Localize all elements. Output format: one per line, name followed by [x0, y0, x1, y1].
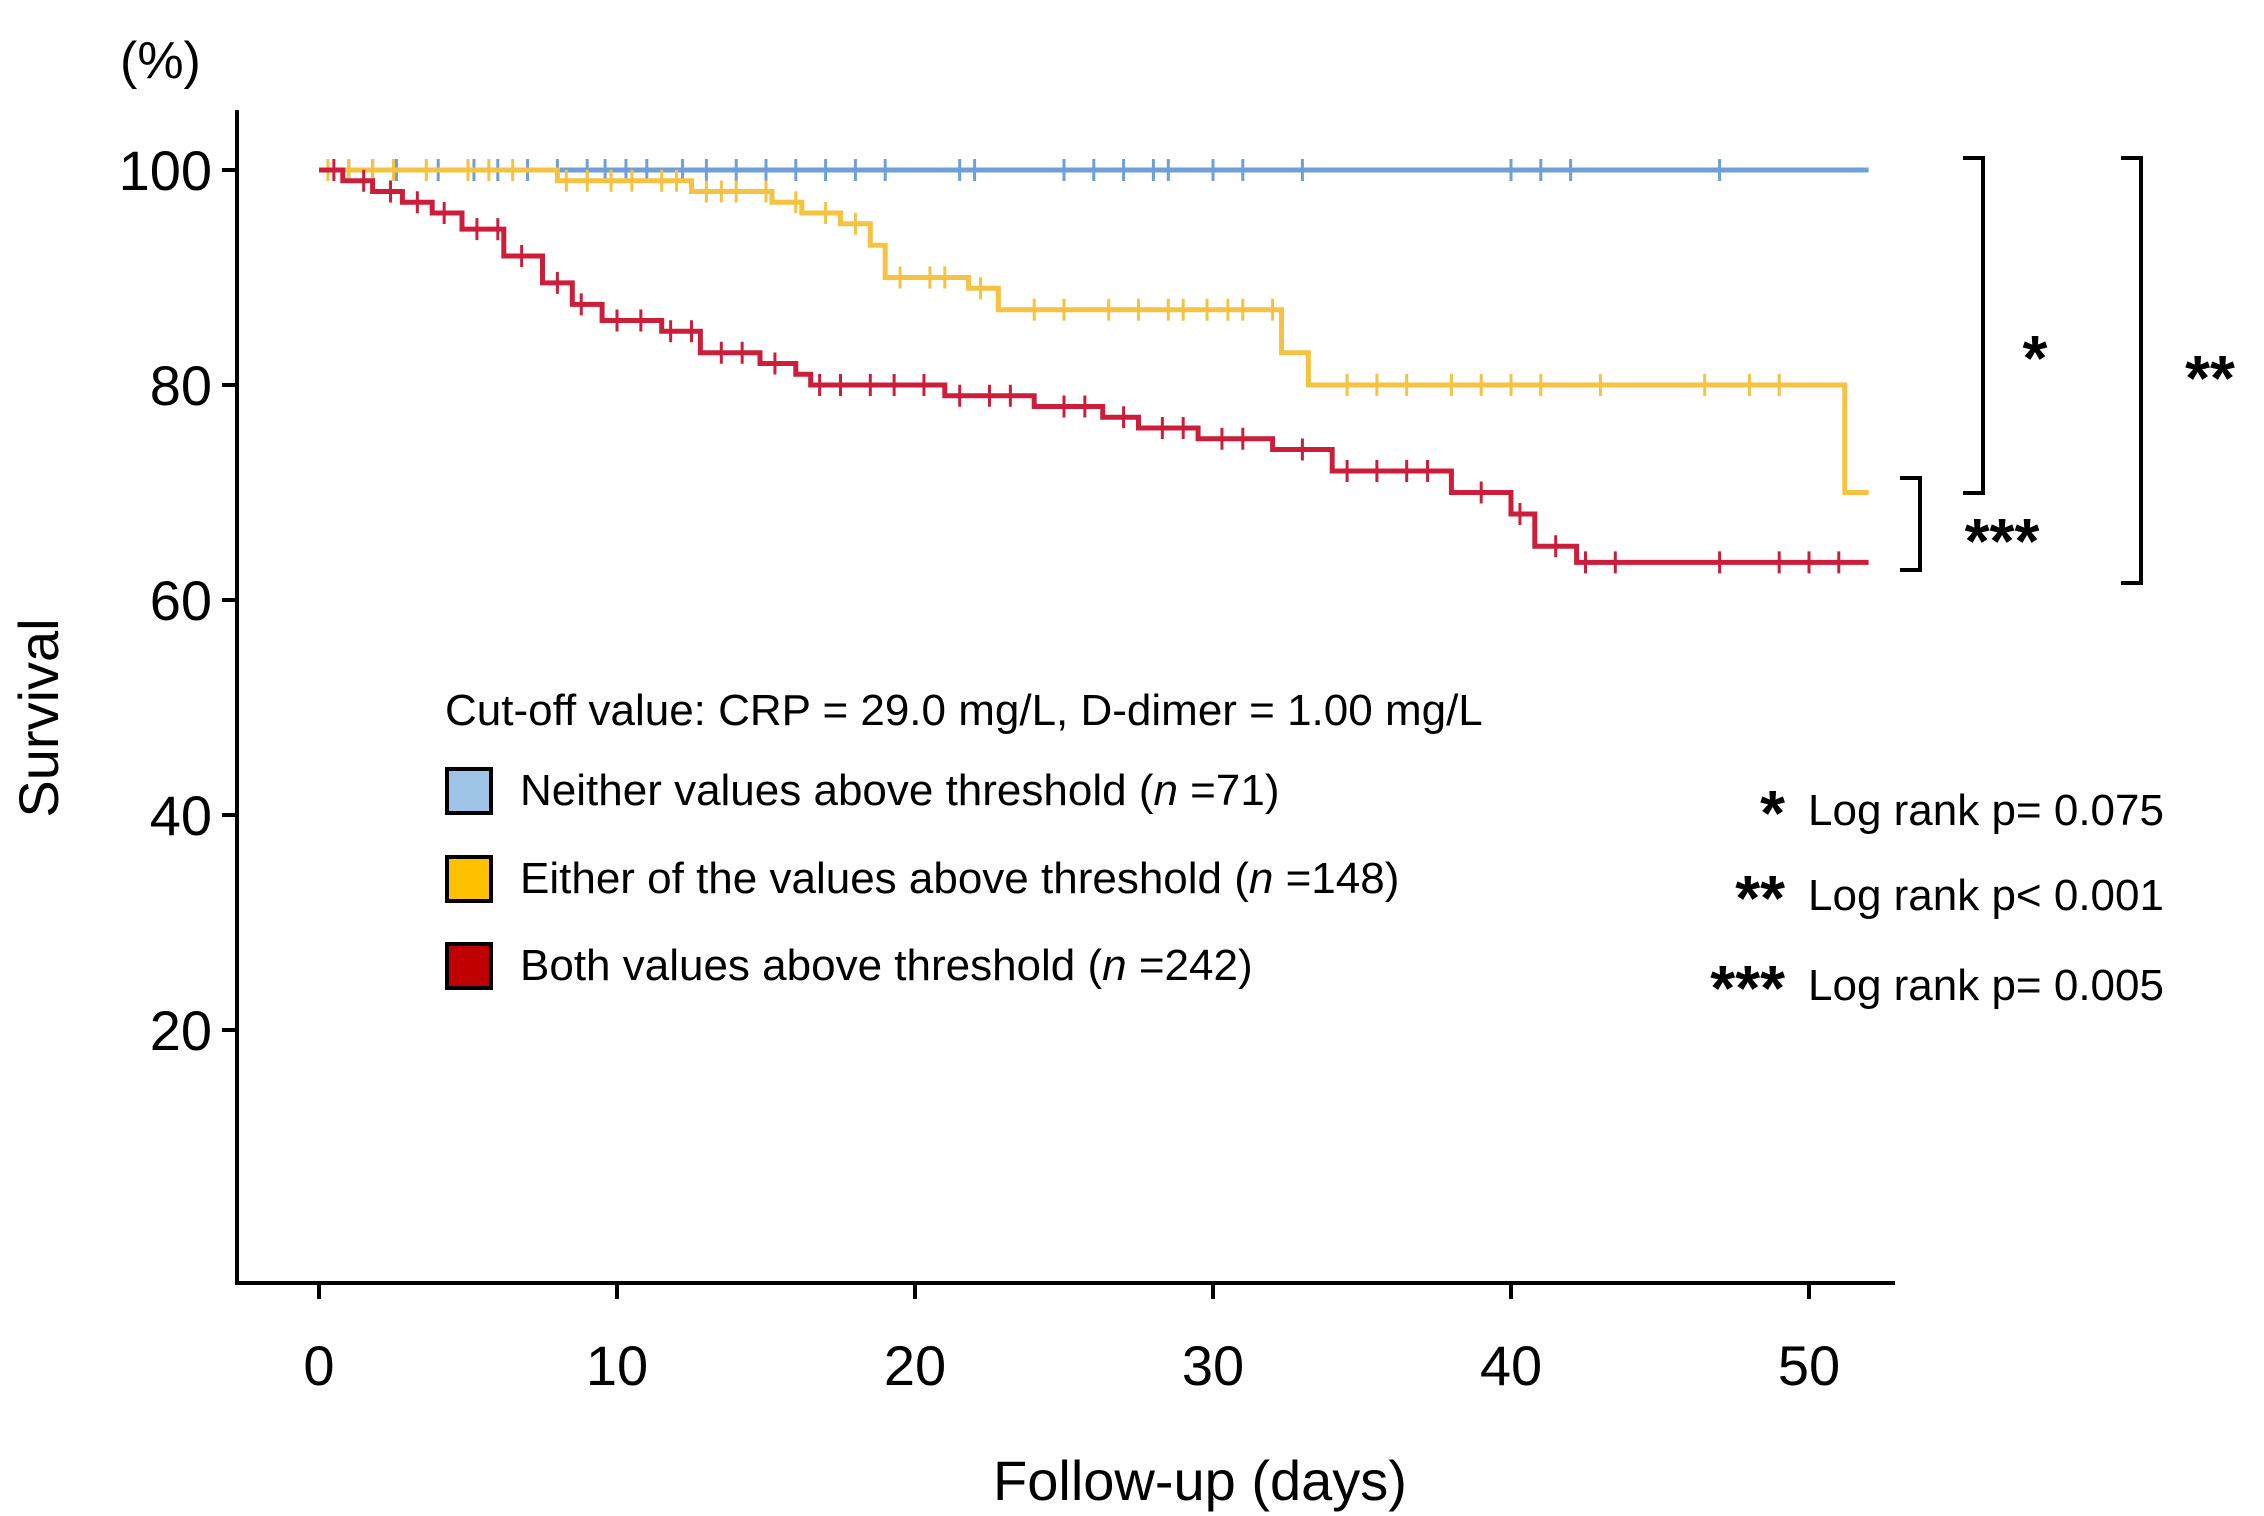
- legend-title: Cut-off value: CRP = 29.0 mg/L, D-dimer …: [445, 686, 1483, 735]
- legend-label-3: Both values above threshold (n =242): [520, 941, 1253, 990]
- legend: Neither values above threshold (n =71)Ei…: [445, 766, 1399, 990]
- legend-item-1: Neither values above threshold (n =71): [445, 766, 1279, 815]
- series-line-3: [319, 167, 1869, 565]
- x-tick-label-10: 10: [586, 1334, 648, 1397]
- legend-name: Both values above threshold (: [520, 941, 1102, 990]
- stat-text-2: Log rank p< 0.001: [1808, 871, 2164, 920]
- legend-n-symbol: n: [1102, 941, 1126, 990]
- stat-text-1: Log rank p= 0.075: [1808, 786, 2164, 835]
- x-tick-label-0: 0: [303, 1334, 334, 1397]
- legend-label-2: Either of the values above threshold (n …: [520, 854, 1399, 903]
- y-unit-label: (%): [120, 32, 201, 90]
- legend-n-value: =242): [1127, 941, 1253, 990]
- y-tick-label-80: 80: [150, 354, 212, 417]
- legend-item-2: Either of the values above threshold (n …: [445, 854, 1399, 903]
- bracket-star: [1963, 156, 1985, 495]
- x-ticks: 0 10 20 30 40 50: [303, 1283, 1840, 1397]
- legend-name: Either of the values above threshold (: [520, 854, 1249, 903]
- legend-swatch-2: [445, 855, 493, 903]
- x-tick-label-50: 50: [1778, 1334, 1840, 1397]
- legend-n-symbol: n: [1153, 766, 1177, 815]
- x-axis-title: Follow-up (days): [993, 1449, 1407, 1512]
- stat-stars-1: *: [1760, 777, 1785, 849]
- y-tick-label-60: 60: [150, 569, 212, 632]
- legend-label-1: Neither values above threshold (n =71): [520, 766, 1279, 815]
- legend-n-value: =71): [1178, 766, 1280, 815]
- bracket-star-label: *: [2023, 322, 2048, 394]
- y-ticks: 20 40 60 80 100: [119, 139, 237, 1062]
- stat-stars-3: ***: [1710, 952, 1785, 1024]
- bracket-triple-star-label: ***: [1965, 505, 2040, 577]
- y-tick-label-40: 40: [150, 784, 212, 847]
- x-tick-label-40: 40: [1480, 1334, 1542, 1397]
- series-line-2: [319, 167, 1869, 495]
- stat-text-3: Log rank p= 0.005: [1808, 961, 2164, 1010]
- bracket-double-star: [2121, 156, 2143, 585]
- x-tick-label-20: 20: [884, 1334, 946, 1397]
- stat-row-3: *** Log rank p= 0.005: [1710, 952, 2164, 1024]
- bracket-double-star-label: **: [2185, 342, 2235, 414]
- series-2: [319, 159, 1869, 495]
- legend-swatch-3: [445, 942, 493, 990]
- y-axis-title: Survival: [7, 618, 70, 817]
- x-tick-label-30: 30: [1182, 1334, 1244, 1397]
- stat-row-2: ** Log rank p< 0.001: [1735, 862, 2164, 934]
- stat-stars-2: **: [1735, 862, 1785, 934]
- legend-name: Neither values above threshold (: [520, 766, 1154, 815]
- y-tick-label-20: 20: [150, 999, 212, 1062]
- stat-row-1: * Log rank p= 0.075: [1760, 777, 2164, 849]
- survival-curves: [319, 159, 1869, 574]
- bracket-triple-star: [1900, 476, 1922, 572]
- series-3: [319, 159, 1869, 574]
- legend-n-value: =148): [1273, 854, 1399, 903]
- legend-swatch-1: [445, 767, 493, 815]
- legend-n-symbol: n: [1249, 854, 1273, 903]
- y-tick-label-100: 100: [119, 139, 212, 202]
- legend-item-3: Both values above threshold (n =242): [445, 941, 1253, 990]
